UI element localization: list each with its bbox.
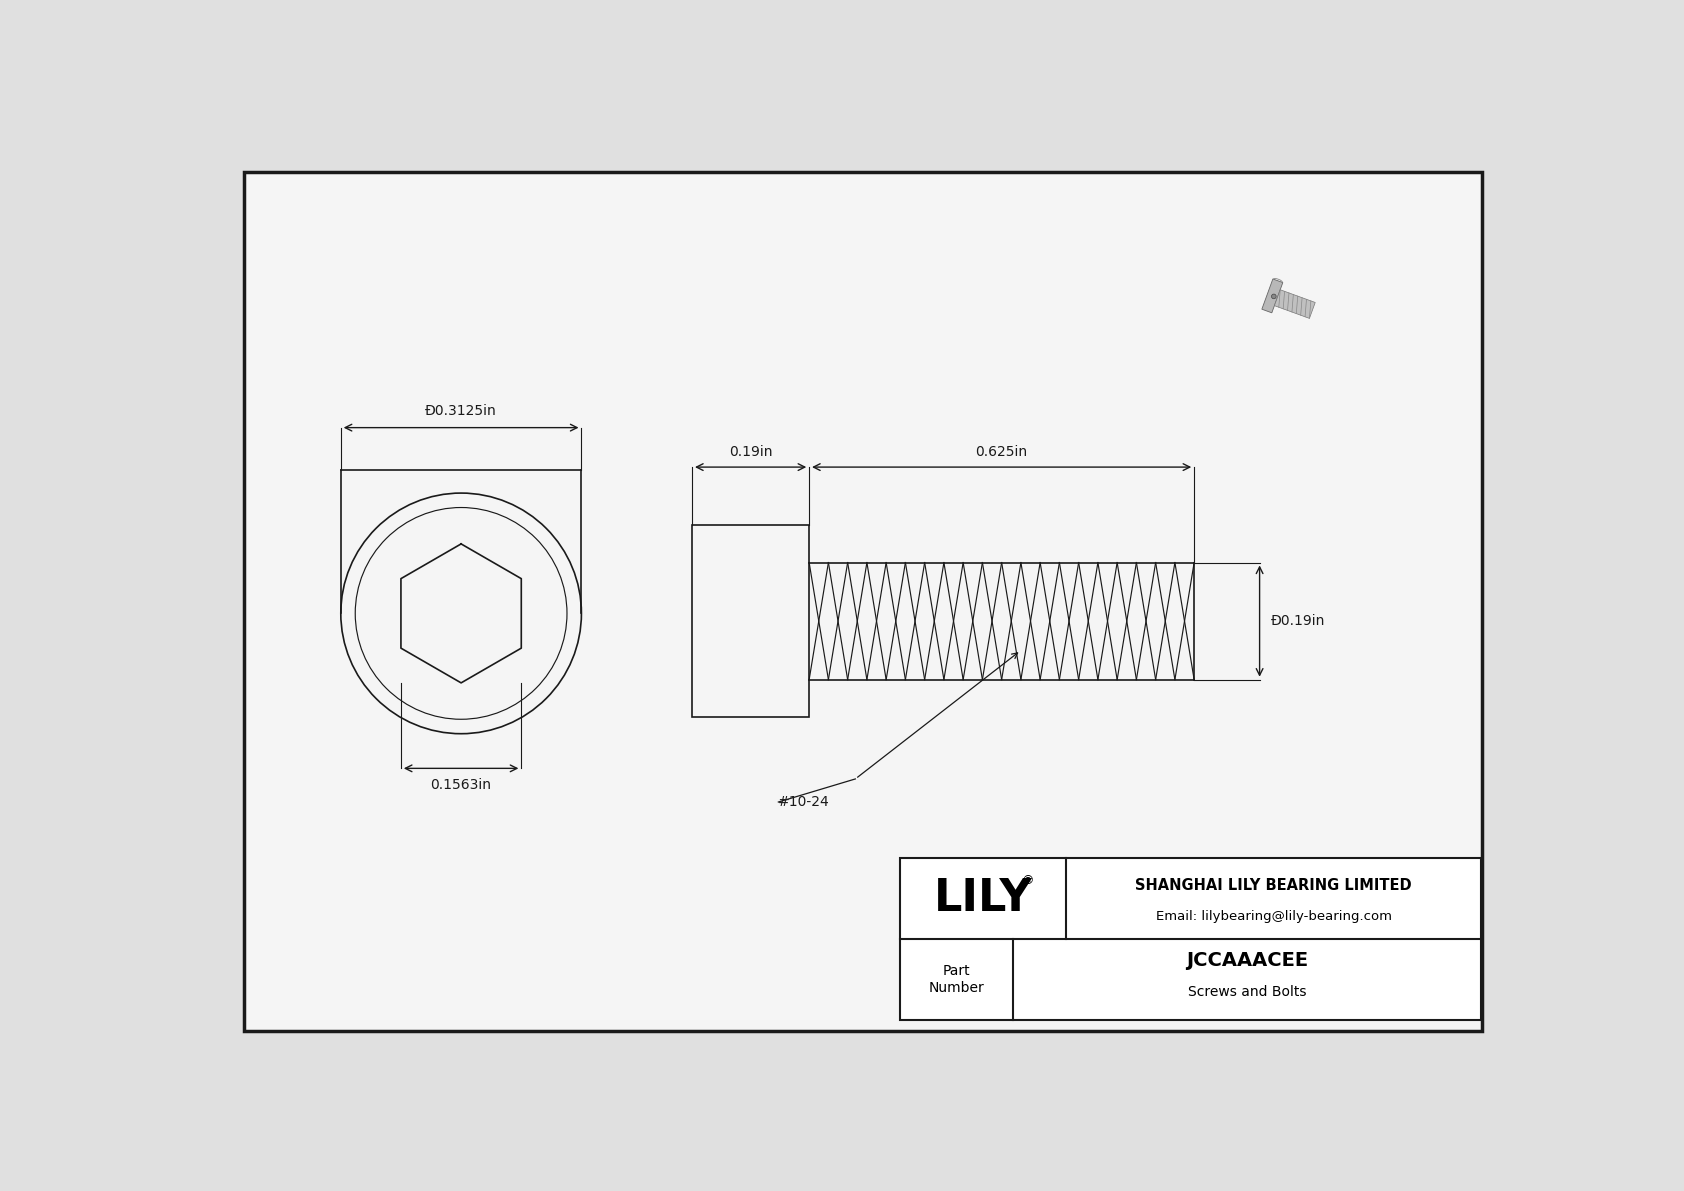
Text: Ð0.19in: Ð0.19in	[1271, 615, 1325, 628]
Text: Screws and Bolts: Screws and Bolts	[1189, 985, 1307, 999]
Bar	[899, 859, 1482, 1019]
Text: Email: lilybearing@lily-bearing.com: Email: lilybearing@lily-bearing.com	[1155, 910, 1391, 923]
Text: ®: ®	[1021, 874, 1034, 886]
Text: #10-24: #10-24	[778, 796, 830, 809]
Text: LILY: LILY	[933, 878, 1032, 921]
Text: Ð0.3125in: Ð0.3125in	[426, 405, 497, 418]
Bar	[692, 525, 808, 717]
Polygon shape	[1275, 289, 1315, 318]
Text: JCCAAACEE: JCCAAACEE	[1186, 950, 1308, 969]
Text: Part
Number: Part Number	[930, 965, 985, 994]
Text: 0.19in: 0.19in	[729, 445, 773, 460]
Polygon shape	[1261, 279, 1283, 313]
Text: SHANGHAI LILY BEARING LIMITED: SHANGHAI LILY BEARING LIMITED	[1135, 878, 1411, 893]
Circle shape	[1271, 294, 1276, 299]
Text: 0.1563in: 0.1563in	[431, 778, 492, 792]
Text: 0.625in: 0.625in	[975, 445, 1027, 460]
